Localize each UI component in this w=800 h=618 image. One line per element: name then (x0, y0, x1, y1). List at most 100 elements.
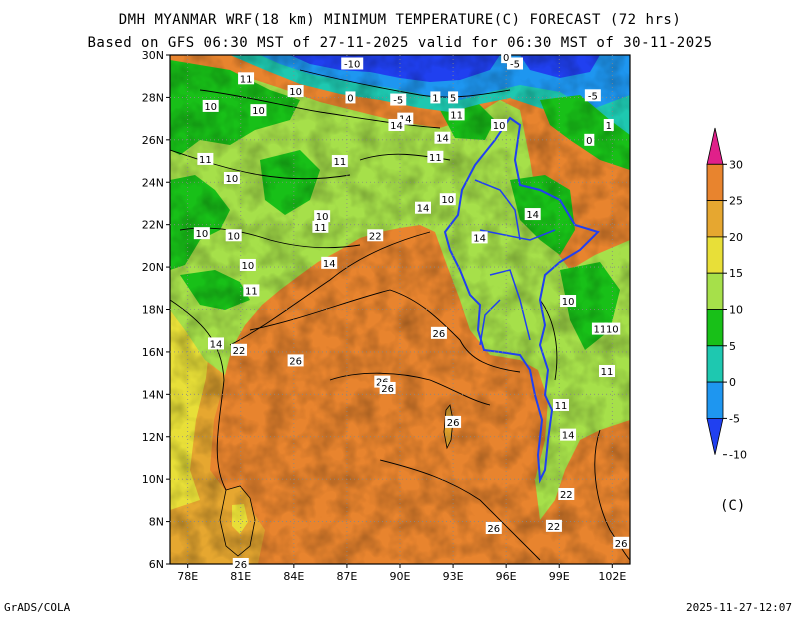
contour-label: 26 (289, 356, 302, 367)
contour-label: 11 (333, 157, 346, 168)
contour-label: 11 (199, 155, 212, 166)
contour-label: 26 (381, 384, 394, 395)
lat-label: 20N (142, 261, 164, 274)
contour-label-bg (243, 284, 260, 297)
contour-label-bg (312, 220, 329, 233)
contour-label-bg (448, 108, 465, 121)
lat-label: 14N (142, 388, 164, 401)
contour-label-bg (223, 172, 240, 185)
contour-label-bg (584, 89, 601, 102)
contour-label: 26 (433, 329, 446, 340)
contour-label-bg (485, 521, 502, 534)
contour-label-bg (491, 118, 508, 131)
contour-label-bg (379, 381, 396, 394)
contour-label: 1 (606, 121, 612, 132)
contour-label-bg (287, 354, 304, 367)
colorbar-bin-top (706, 127, 724, 165)
lon-label: 81E (230, 570, 251, 583)
contour-label-bg (560, 428, 577, 441)
contour-label: -10 (344, 59, 360, 70)
contour-label-bg (331, 155, 348, 168)
contour-label: 0 (347, 93, 353, 104)
contour-label-bg (427, 150, 444, 163)
contour-label: 14 (436, 134, 449, 145)
contour-label-bg (558, 488, 575, 501)
contour-label: 10 (493, 121, 506, 132)
contour-label-bg (208, 337, 224, 350)
lon-label: 99E (549, 570, 570, 583)
longitude-labels: 78E 81E 84E 87E 90E 93E 96E 99E 102E (177, 564, 626, 583)
lon-label: 93E (443, 570, 464, 583)
contour-label: 10 (227, 231, 240, 242)
contour-label: 10 (204, 102, 217, 113)
lat-label: 18N (142, 304, 164, 317)
contour-label: 14 (417, 204, 430, 215)
contour-label-bg (448, 91, 459, 104)
contour-label: 22 (560, 490, 573, 501)
colorbar-unit: (C) (720, 498, 746, 514)
contour-label-bg (545, 519, 562, 532)
map-subtitle: Based on GFS 06:30 MST of 27-11-2025 val… (87, 35, 713, 51)
contour-label-bg (202, 99, 219, 112)
colorbar-bin (706, 272, 724, 310)
latitude-labels: 30N 28N 26N 24N 22N 20N 18N 16N 14N 12N 10N 8N 6N (142, 49, 170, 571)
lon-label: 96E (496, 570, 517, 583)
colorbar-bin (706, 309, 724, 347)
lon-label: 87E (336, 570, 357, 583)
lat-label: 26N (142, 134, 164, 147)
contour-label: 10 (562, 297, 575, 308)
contour-label: 11 (314, 223, 327, 234)
contour-label-bg (599, 365, 615, 378)
contour-label-bg (238, 72, 255, 85)
contour-label: 22 (233, 346, 246, 357)
contour-label: 10 (289, 87, 302, 98)
colorbar-bin (706, 236, 724, 274)
contour-label: 10 (606, 325, 619, 336)
contour-label: 22 (369, 231, 382, 242)
contour-label-bg (314, 210, 331, 223)
contour-label: 14 (323, 259, 336, 270)
contour-label-bg (501, 51, 512, 64)
contour-label: 10 (226, 174, 239, 185)
contour-label: 14 (399, 115, 412, 126)
contour-label-bg (560, 295, 577, 308)
contour-lines (170, 69, 630, 561)
colorbar-tick-labels: 30 25 20 15 10 5 0 -5 -10 (723, 158, 747, 462)
contour-label-bg (445, 415, 462, 428)
lon-label: 102E (598, 570, 626, 583)
colorbar-bin-bottom (706, 417, 724, 455)
contour-label: 11 (594, 325, 607, 336)
lat-label: 30N (142, 49, 164, 62)
contour-label: 14 (473, 233, 486, 244)
generated-timestamp: 2025-11-27-12:07 (686, 601, 792, 614)
contour-label: 14 (210, 339, 223, 350)
contour-label-bg (232, 558, 249, 570)
contour-label-bg (591, 322, 608, 335)
contour-label-bg (239, 258, 256, 271)
contour-label: 11 (245, 286, 258, 297)
lat-label: 22N (142, 219, 164, 232)
contour-label-bg (193, 227, 210, 240)
contour-label: 22 (548, 522, 561, 533)
contour-label-bg (584, 133, 595, 146)
contour-label: 5 (450, 93, 456, 104)
lat-label: 6N (149, 558, 164, 571)
contour-label: -5 (393, 96, 403, 107)
contour-label-bg (345, 91, 356, 104)
contour-label: 10 (316, 212, 329, 223)
lat-label: 24N (142, 176, 164, 189)
contour-label-bg (415, 201, 431, 214)
lon-label: 78E (177, 570, 198, 583)
colorbar-tick-label: 5 (729, 340, 736, 353)
contour-label: 14 (562, 431, 575, 442)
contour-label-bg (390, 93, 407, 106)
colorbar (706, 127, 724, 455)
lat-label: 12N (142, 431, 164, 444)
map-title: DMH MYANMAR WRF(18 km) MINIMUM TEMPERATU… (118, 12, 682, 28)
colorbar-bin (706, 200, 724, 238)
colorbar-tick-label: 15 (729, 267, 743, 280)
contour-label: 11 (450, 110, 463, 121)
contour-label: 26 (615, 539, 628, 550)
contour-label-bg (439, 193, 456, 206)
